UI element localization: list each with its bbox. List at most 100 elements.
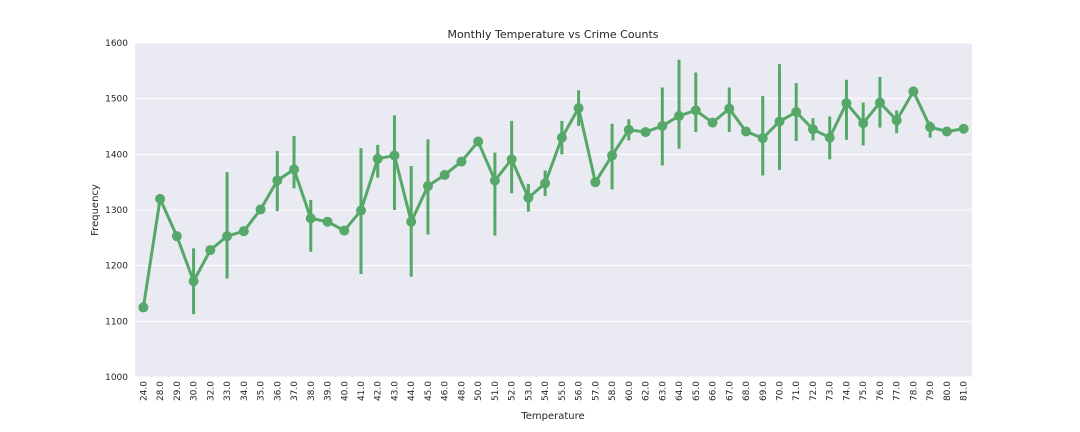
- y-tick-label: 1100: [105, 317, 128, 327]
- x-tick-label: 56.0: [575, 381, 585, 401]
- x-tick-label: 69.0: [759, 381, 769, 401]
- x-tick-label: 50.0: [474, 381, 484, 401]
- data-point: [523, 192, 534, 203]
- data-point: [188, 276, 199, 287]
- data-point: [339, 225, 350, 236]
- x-tick-label: 73.0: [826, 381, 836, 401]
- x-tick-label: 36.0: [273, 381, 283, 401]
- data-point: [406, 216, 417, 227]
- x-tick-label: 55.0: [558, 381, 568, 401]
- data-point: [138, 302, 149, 313]
- data-point: [925, 122, 936, 133]
- y-tick-label: 1600: [105, 39, 128, 49]
- x-tick-label: 71.0: [792, 381, 802, 401]
- x-tick-label: 28.0: [156, 381, 166, 401]
- data-point: [289, 164, 300, 175]
- x-tick-label: 33.0: [223, 381, 233, 401]
- x-tick-label: 68.0: [742, 381, 752, 401]
- x-tick-label: 79.0: [926, 381, 936, 401]
- data-point: [305, 213, 316, 224]
- data-point: [941, 126, 952, 137]
- data-point: [171, 231, 182, 242]
- y-tick-label: 1400: [105, 150, 128, 160]
- x-tick-label: 40.0: [340, 381, 350, 401]
- y-axis-label: Frequency: [90, 184, 101, 236]
- data-point: [757, 133, 768, 144]
- y-tick-labels: 1000 1100 1200 1300 1400 1500 1600: [105, 39, 128, 383]
- data-point: [891, 115, 902, 126]
- x-tick-label: 70.0: [775, 381, 785, 401]
- data-point: [238, 226, 249, 237]
- data-point: [590, 177, 601, 188]
- x-tick-label: 60.0: [625, 381, 635, 401]
- data-point: [372, 153, 383, 164]
- x-tick-label: 46.0: [441, 381, 451, 401]
- data-point: [355, 205, 366, 216]
- data-point: [222, 231, 233, 242]
- x-tick-label: 75.0: [859, 381, 869, 401]
- x-tick-label: 29.0: [173, 381, 183, 401]
- x-tick-label: 39.0: [324, 381, 334, 401]
- data-point: [874, 97, 885, 108]
- x-tick-label: 45.0: [424, 381, 434, 401]
- x-tick-label: 54.0: [541, 381, 551, 401]
- data-point: [489, 175, 500, 186]
- data-point: [640, 127, 651, 138]
- data-point: [272, 175, 283, 186]
- data-point: [858, 118, 869, 129]
- data-point: [205, 245, 216, 256]
- y-tick-label: 1500: [105, 95, 128, 105]
- x-tick-label: 78.0: [909, 381, 919, 401]
- x-tick-label: 35.0: [257, 381, 267, 401]
- x-tick-label: 65.0: [692, 381, 702, 401]
- x-tick-label: 30.0: [190, 381, 200, 401]
- data-point: [690, 105, 701, 116]
- data-point: [674, 110, 685, 121]
- x-tick-label: 62.0: [642, 381, 652, 401]
- data-point: [707, 117, 718, 128]
- x-tick-label: 34.0: [240, 381, 250, 401]
- x-axis-label: Temperature: [520, 411, 584, 422]
- data-point: [791, 107, 802, 118]
- data-point: [456, 156, 467, 167]
- data-point: [473, 136, 484, 147]
- data-point: [623, 124, 634, 135]
- x-tick-label: 67.0: [725, 381, 735, 401]
- data-point: [322, 216, 333, 227]
- x-tick-label: 37.0: [290, 381, 300, 401]
- x-tick-label: 66.0: [709, 381, 719, 401]
- data-point: [155, 193, 166, 204]
- data-point: [506, 154, 517, 165]
- chart-title: Monthly Temperature vs Crime Counts: [447, 28, 658, 41]
- x-tick-label: 41.0: [357, 381, 367, 401]
- x-tick-label: 57.0: [591, 381, 601, 401]
- x-tick-label: 53.0: [524, 381, 534, 401]
- y-tick-label: 1000: [105, 373, 128, 383]
- x-tick-label: 58.0: [608, 381, 618, 401]
- y-tick-label: 1300: [105, 206, 128, 216]
- data-point: [422, 181, 433, 192]
- data-point: [824, 132, 835, 143]
- data-point: [958, 123, 969, 134]
- y-tick-label: 1200: [105, 262, 128, 272]
- x-tick-label: 72.0: [809, 381, 819, 401]
- x-tick-labels: 24.0 28.0 29.0 30.0 32.0 33.0 34.0 35.0 36.0 37.0…: [139, 381, 969, 401]
- x-tick-label: 38.0: [307, 381, 317, 401]
- x-tick-label: 44.0: [407, 381, 417, 401]
- data-point: [908, 86, 919, 97]
- data-point: [807, 124, 818, 135]
- x-tick-label: 24.0: [139, 381, 149, 401]
- data-point: [657, 120, 668, 131]
- data-point: [841, 98, 852, 109]
- data-points: [138, 86, 969, 313]
- x-tick-label: 77.0: [893, 381, 903, 401]
- data-point: [607, 150, 618, 161]
- x-tick-label: 32.0: [206, 381, 216, 401]
- x-tick-label: 64.0: [675, 381, 685, 401]
- x-tick-label: 76.0: [876, 381, 886, 401]
- data-point: [255, 204, 266, 215]
- x-tick-label: 52.0: [508, 381, 518, 401]
- data-point: [774, 116, 785, 127]
- data-point: [741, 126, 752, 137]
